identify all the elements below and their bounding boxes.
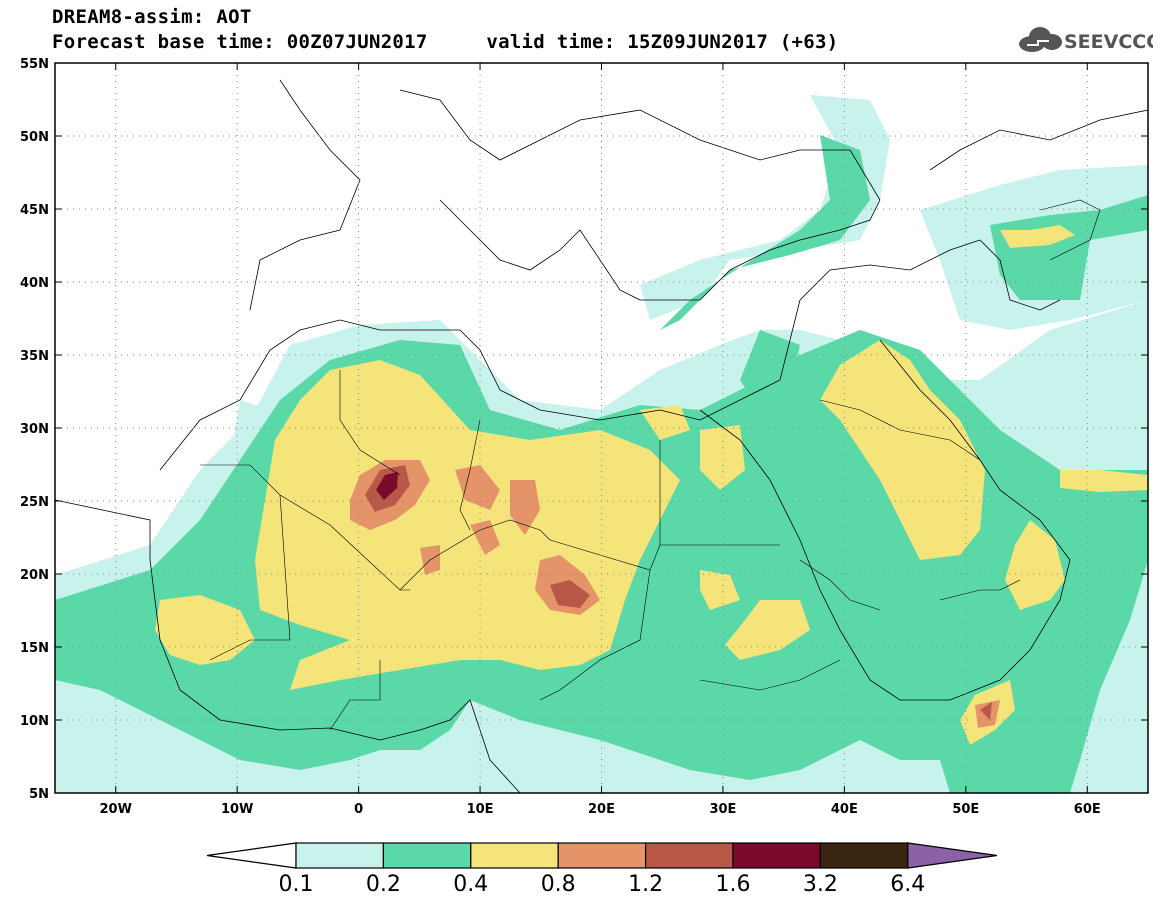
map-title: DREAM8-assim: AOT — [52, 6, 252, 28]
colorbar-swatch — [819, 842, 909, 869]
colorbar: 0.1 0.2 0.4 0.8 1.2 1.6 3.2 6.4 — [206, 842, 998, 897]
lat-tick-label: 40N — [20, 276, 49, 291]
lat-tick-label: 50N — [20, 130, 49, 145]
logo-text: SEEVCCC — [1064, 31, 1153, 53]
lat-tick-label: 10N — [20, 714, 49, 729]
lat-tick-label: 5N — [29, 787, 49, 802]
lat-tick-label: 15N — [20, 641, 49, 656]
colorbar-label: 0.4 — [453, 872, 488, 897]
coastlines — [55, 79, 1148, 793]
colorbar-swatch — [644, 842, 734, 869]
colorbar-label: 0.2 — [366, 872, 401, 897]
colorbar-label: 3.2 — [803, 872, 838, 897]
lon-tick-label: 10W — [221, 802, 253, 817]
country-borders — [200, 199, 1101, 731]
colorbar-swatch — [382, 842, 472, 869]
lon-tick-label: 50E — [952, 802, 979, 817]
lon-tick-label: 0 — [354, 802, 363, 817]
colorbar-label: 0.1 — [279, 872, 314, 897]
colorbar-high-arrow — [907, 842, 998, 869]
graticule — [55, 63, 1148, 793]
seevccc-logo: SEEVCCC — [1019, 27, 1153, 53]
cloud-icon — [1019, 27, 1062, 52]
lat-tick-label: 35N — [20, 349, 49, 364]
colorbar-label: 0.8 — [541, 872, 576, 897]
colorbar-label: 6.4 — [890, 872, 925, 897]
lat-tick-label: 45N — [20, 203, 49, 218]
forecast-times: Forecast base time: 00Z07JUN2017 valid t… — [52, 31, 839, 53]
lon-tick-label: 40E — [831, 802, 858, 817]
lat-tick-label: 25N — [20, 495, 49, 510]
lat-tick-label: 20N — [20, 568, 49, 583]
colorbar-low-arrow — [206, 842, 297, 869]
lon-tick-label: 20W — [100, 802, 132, 817]
axis-ticks: 20W 10W 0 10E 20E 30E 40E 50E 60E 55N 50N 45N 40N 35N… — [20, 57, 1148, 817]
lat-tick-label: 30N — [20, 422, 49, 437]
colorbar-label: 1.6 — [716, 872, 751, 897]
colorbar-swatch — [557, 842, 647, 869]
colorbar-swatch — [732, 842, 822, 869]
colorbar-swatch — [295, 842, 385, 869]
aot-level-1.6 — [376, 472, 398, 500]
lon-tick-label: 10E — [467, 802, 494, 817]
lat-tick-label: 55N — [20, 57, 49, 72]
colorbar-label: 1.2 — [628, 872, 663, 897]
lon-tick-label: 20E — [588, 802, 615, 817]
colorbar-swatch — [470, 842, 559, 869]
lon-tick-label: 60E — [1074, 802, 1101, 817]
lon-tick-label: 30E — [709, 802, 736, 817]
